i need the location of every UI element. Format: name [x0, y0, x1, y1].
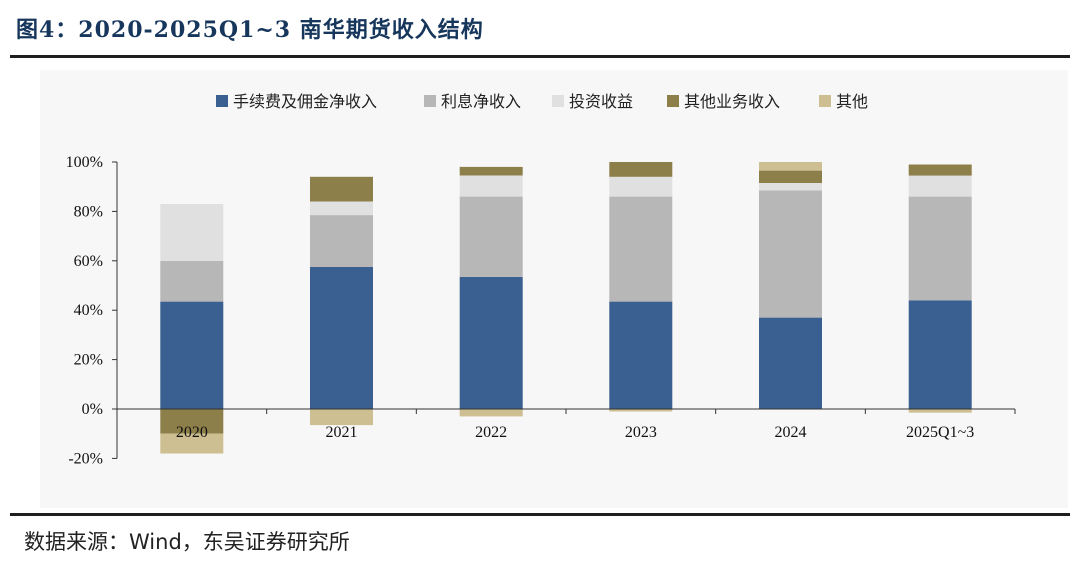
bar-segment: [609, 162, 673, 177]
legend-label: 利息净收入: [441, 92, 521, 111]
legend-swatch: [819, 95, 831, 107]
legend-swatch: [667, 95, 679, 107]
source-note: 数据来源：Wind，东吴证券研究所: [24, 530, 350, 554]
bar-segment: [459, 409, 523, 417]
bar-segment: [609, 176, 673, 197]
y-tick-label: 20%: [74, 352, 103, 369]
y-tick-label: 80%: [74, 203, 103, 220]
legend-label: 其他业务收入: [684, 92, 780, 111]
bar-segment: [459, 166, 523, 176]
bar-segment: [310, 215, 373, 267]
legend-swatch: [424, 95, 436, 107]
y-tick-label: 100%: [66, 154, 103, 171]
bar-segment: [759, 162, 822, 171]
bar-segment: [160, 301, 224, 409]
legend-swatch: [216, 95, 228, 107]
bar-segment: [759, 190, 822, 318]
legend-label: 其他: [836, 92, 868, 111]
bar-segment: [609, 301, 673, 409]
x-tick-label: 2021: [326, 424, 358, 441]
bar-segment: [609, 196, 673, 302]
bar-segment: [459, 276, 523, 409]
bar-segment: [160, 260, 224, 302]
bar-segment: [759, 183, 822, 191]
bar-segment: [310, 267, 373, 409]
bar-segment: [310, 201, 373, 216]
x-tick-label: 2022: [475, 424, 507, 441]
bar-segment: [459, 196, 523, 277]
x-tick-label: 2020: [176, 424, 208, 441]
bar-segment: [459, 175, 523, 197]
y-tick-label: 40%: [74, 302, 103, 319]
bottom-rule: [10, 513, 1070, 516]
bar-segment: [759, 170, 822, 183]
y-tick-label: 60%: [74, 253, 103, 270]
bar-segment: [609, 409, 673, 412]
bar-segment: [160, 204, 224, 261]
top-rule: [10, 55, 1070, 58]
bar-segment: [160, 433, 224, 454]
bar-segment: [908, 175, 972, 197]
bar-segment: [759, 317, 822, 409]
legend-label: 投资收益: [569, 92, 633, 111]
y-tick-label: 0%: [82, 401, 103, 418]
legend-swatch: [552, 95, 564, 107]
legend-label: 手续费及佣金净收入: [233, 92, 377, 111]
bar-segment: [908, 164, 972, 176]
x-tick-label: 2025Q1~3: [906, 424, 974, 441]
figure-title: 图4：2020-2025Q1~3 南华期货收入结构: [16, 17, 484, 43]
bar-segment: [908, 300, 972, 409]
bar-segment: [908, 196, 972, 301]
bar-segment: [160, 409, 224, 434]
x-tick-label: 2023: [625, 424, 657, 441]
bar-segment: [908, 409, 972, 413]
bar-segment: [310, 409, 373, 426]
bar-segment: [310, 176, 373, 202]
x-tick-label: 2024: [775, 424, 807, 441]
y-tick-label: -20%: [68, 450, 103, 467]
